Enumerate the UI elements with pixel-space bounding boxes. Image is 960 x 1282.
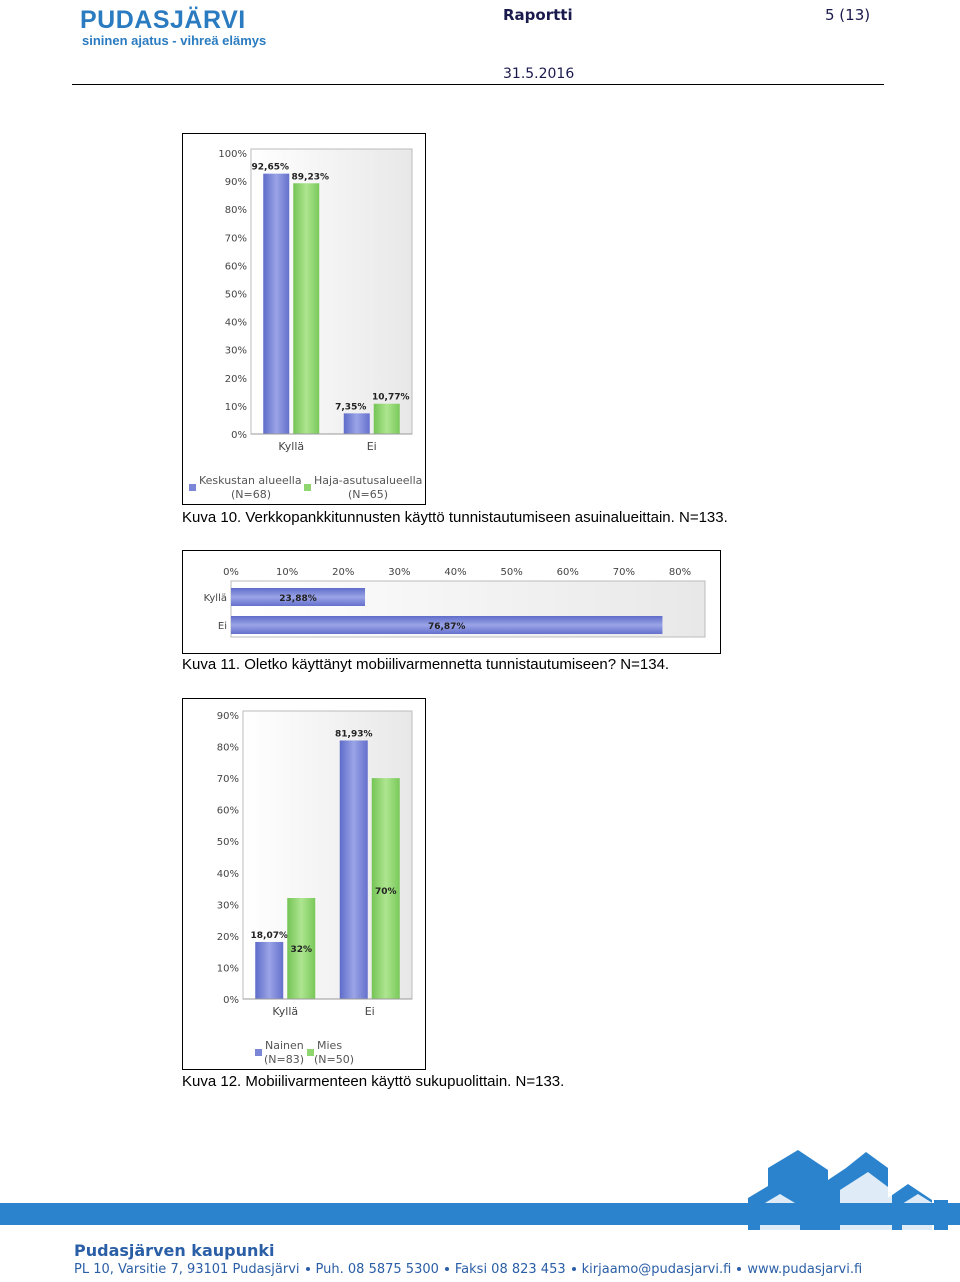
x-tick-label: 10% xyxy=(276,567,298,578)
y-tick-label: 10% xyxy=(217,963,239,974)
chart-11-svg: 0% 10% 20% 30% 40% 50% 60% 70% 80% Kyllä 23,88% Ei 7… xyxy=(204,567,706,638)
bullet-icon xyxy=(444,1267,449,1271)
chart-12-svg: 0% 10% 20% 30% 40% 50% 60% 70% 80% 90% Kyllä 18,07%… xyxy=(217,710,413,1066)
bar xyxy=(343,413,370,434)
y-tick-label: 80% xyxy=(217,743,239,754)
legend-label: Keskustan alueella xyxy=(199,474,302,487)
legend-label: Haja-asutusalueella xyxy=(314,474,422,487)
data-label: 32% xyxy=(290,945,312,955)
caption-figure-10: Kuva 10. Verkkopankkitunnusten käyttö tu… xyxy=(182,509,728,526)
y-category-label: Ei xyxy=(218,621,227,632)
bar xyxy=(287,898,316,999)
bar xyxy=(231,616,663,634)
y-category-label: Kyllä xyxy=(204,593,227,604)
legend-swatch xyxy=(304,484,311,491)
data-label: 70% xyxy=(375,887,397,897)
legend-swatch xyxy=(255,1049,262,1056)
footer-email: kirjaamo@pudasjarvi.fi xyxy=(581,1262,732,1277)
bar xyxy=(339,740,368,999)
x-category-label: Ei xyxy=(365,1005,375,1018)
y-tick-label: 10% xyxy=(225,402,247,413)
legend-n-label: (N=83) xyxy=(264,1053,304,1066)
y-tick-label: 60% xyxy=(225,261,247,272)
legend-label: Mies xyxy=(317,1039,342,1052)
x-tick-label: 40% xyxy=(444,567,466,578)
chart-figure-12: 0% 10% 20% 30% 40% 50% 60% 70% 80% 90% Kyllä 18,07%… xyxy=(182,698,426,1070)
data-label: 18,07% xyxy=(251,931,289,941)
x-tick-label: 30% xyxy=(388,567,410,578)
bar xyxy=(231,588,366,606)
x-tick-label: 50% xyxy=(501,567,523,578)
report-date: 31.5.2016 xyxy=(503,66,575,82)
y-tick-label: 40% xyxy=(225,318,247,329)
y-tick-label: 90% xyxy=(225,177,247,188)
bar xyxy=(255,941,284,999)
caption-figure-11: Kuva 11. Oletko käyttänyt mobiilivarmenn… xyxy=(182,656,670,673)
footer-website: www.pudasjarvi.fi xyxy=(747,1262,863,1277)
legend-n-label: (N=50) xyxy=(314,1053,354,1066)
y-tick-label: 70% xyxy=(217,774,239,785)
y-tick-label: 0% xyxy=(223,995,239,1006)
pudasjarvi-logo: PUDASJÄRVI sininen ajatus - vihreä elämy… xyxy=(80,6,266,48)
y-tick-label: 80% xyxy=(225,205,247,216)
x-tick-label: 60% xyxy=(557,567,579,578)
footer-organization: Pudasjärven kaupunki xyxy=(74,1241,275,1260)
header-divider xyxy=(72,84,884,85)
y-tick-label: 30% xyxy=(217,900,239,911)
bullet-icon xyxy=(737,1267,742,1271)
footer-band xyxy=(0,1203,960,1225)
bar xyxy=(293,183,320,434)
x-category-label: Kyllä xyxy=(278,440,304,453)
chart-figure-10: 0% 10% 20% 30% 40% 50% 60% 70% 80% 90% 100% Kyllä 92… xyxy=(182,133,426,505)
bullet-icon xyxy=(571,1267,576,1271)
legend-n-label: (N=68) xyxy=(231,488,271,501)
legend-label: Nainen xyxy=(265,1039,304,1052)
bar xyxy=(263,173,290,434)
footer-fax: Faksi 08 823 453 xyxy=(454,1262,566,1277)
caption-figure-12: Kuva 12. Mobiilivarmenteen käyttö sukupu… xyxy=(182,1073,565,1090)
y-tick-label: 100% xyxy=(218,149,247,160)
y-tick-label: 40% xyxy=(217,869,239,880)
y-tick-label: 30% xyxy=(225,346,247,357)
y-tick-label: 50% xyxy=(225,290,247,301)
bar xyxy=(373,403,400,434)
legend-swatch xyxy=(307,1049,314,1056)
report-title: Raportti xyxy=(503,6,573,24)
y-tick-label: 70% xyxy=(225,233,247,244)
data-label: 92,65% xyxy=(252,163,290,173)
data-label: 7,35% xyxy=(335,402,366,412)
data-label: 81,93% xyxy=(335,729,373,739)
page-number: 5 (13) xyxy=(825,6,871,24)
x-category-label: Kyllä xyxy=(272,1005,298,1018)
chart-figure-11: 0% 10% 20% 30% 40% 50% 60% 70% 80% Kyllä 23,88% Ei 7… xyxy=(182,550,721,654)
data-label: 23,88% xyxy=(279,594,317,604)
x-category-label: Ei xyxy=(367,440,377,453)
footer-phone: Puh. 08 5875 5300 xyxy=(315,1262,439,1277)
y-tick-label: 50% xyxy=(217,837,239,848)
y-tick-label: 20% xyxy=(217,932,239,943)
x-tick-label: 70% xyxy=(613,567,635,578)
data-label: 89,23% xyxy=(292,172,330,182)
y-tick-label: 60% xyxy=(217,806,239,817)
footer-address: PL 10, Varsitie 7, 93101 Pudasjärvi xyxy=(74,1262,300,1277)
legend-n-label: (N=65) xyxy=(348,488,388,501)
bullet-icon xyxy=(305,1267,310,1271)
x-tick-label: 0% xyxy=(223,567,239,578)
chart-10-svg: 0% 10% 20% 30% 40% 50% 60% 70% 80% 90% 100% Kyllä 92… xyxy=(189,148,422,501)
x-tick-label: 80% xyxy=(669,567,691,578)
logo-subtitle: sininen ajatus - vihreä elämys xyxy=(82,33,267,48)
legend-swatch xyxy=(189,484,196,491)
y-tick-label: 0% xyxy=(231,430,247,441)
bar xyxy=(371,778,400,999)
footer-contact: PL 10, Varsitie 7, 93101 Pudasjärvi Puh. … xyxy=(74,1262,862,1277)
data-label: 76,87% xyxy=(428,622,466,632)
x-tick-label: 20% xyxy=(332,567,354,578)
y-tick-label: 90% xyxy=(217,711,239,722)
y-tick-label: 20% xyxy=(225,374,247,385)
logo-title: PUDASJÄRVI xyxy=(80,6,246,34)
data-label: 10,77% xyxy=(372,393,410,403)
